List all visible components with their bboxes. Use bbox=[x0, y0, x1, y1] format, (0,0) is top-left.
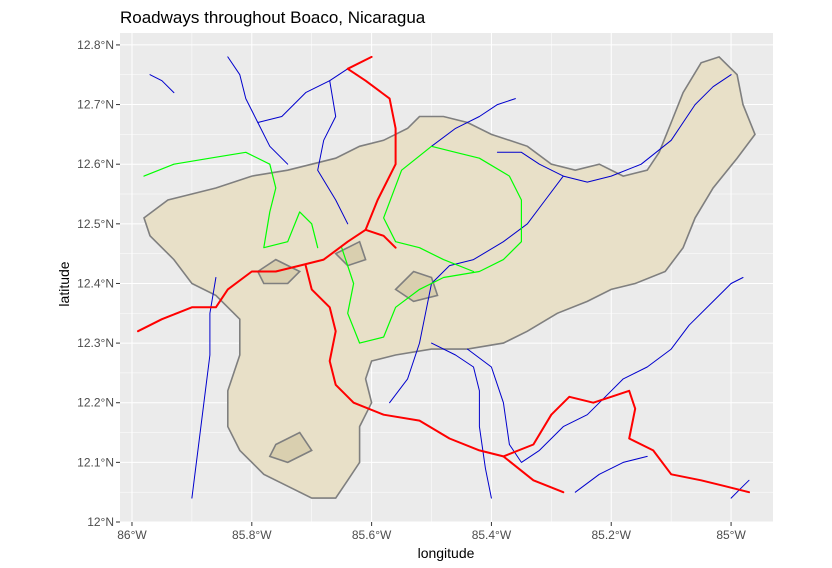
x-tick-label: 85.2°W bbox=[592, 528, 632, 542]
x-tick-label: 86°W bbox=[117, 528, 147, 542]
y-tick-label: 12.6°N bbox=[77, 157, 114, 171]
chart-title: Roadways throughout Boaco, Nicaragua bbox=[120, 8, 426, 27]
minor-road bbox=[257, 68, 349, 123]
boaco-region bbox=[143, 55, 756, 499]
minor-road bbox=[227, 56, 289, 165]
x-tick-label: 85°W bbox=[716, 528, 746, 542]
y-tick-label: 12.2°N bbox=[77, 396, 114, 410]
x-axis-label: longitude bbox=[418, 545, 475, 561]
y-tick-label: 12.5°N bbox=[77, 217, 114, 231]
y-tick-label: 12.7°N bbox=[77, 98, 114, 112]
minor-road bbox=[389, 175, 564, 404]
y-axis-label: latitude bbox=[56, 261, 72, 306]
region-layer bbox=[143, 55, 756, 499]
minor-road bbox=[730, 479, 750, 499]
y-tick-label: 12.8°N bbox=[77, 38, 114, 52]
primary-road bbox=[304, 264, 565, 494]
minor-road bbox=[431, 342, 492, 499]
minor-road bbox=[574, 455, 648, 493]
roads-layer bbox=[137, 55, 750, 499]
minor-road bbox=[431, 98, 516, 147]
primary-road bbox=[502, 389, 750, 494]
municipal-boundary bbox=[394, 270, 439, 303]
minor-road bbox=[317, 80, 349, 225]
secondary-road bbox=[341, 145, 523, 344]
primary-road bbox=[346, 55, 397, 231]
minor-road bbox=[149, 74, 175, 94]
y-tick-label: 12.4°N bbox=[77, 276, 114, 290]
municipal-boundary bbox=[334, 240, 367, 267]
y-tick-label: 12°N bbox=[87, 515, 114, 529]
minor-road bbox=[496, 74, 732, 183]
y-tick-label: 12.1°N bbox=[77, 455, 114, 469]
y-tick-label: 12.3°N bbox=[77, 336, 114, 350]
secondary-road bbox=[143, 151, 319, 249]
x-tick-label: 85.6°W bbox=[352, 528, 392, 542]
municipal-boundary bbox=[268, 431, 313, 464]
x-tick-label: 85.8°W bbox=[232, 528, 272, 542]
minor-road bbox=[467, 277, 744, 463]
x-tick-label: 85.4°W bbox=[472, 528, 512, 542]
axis-ticks: 86°W 85.8°W 85.6°W 85.4°W 85.2°W 85°W 12.8°N 12… bbox=[77, 38, 746, 542]
